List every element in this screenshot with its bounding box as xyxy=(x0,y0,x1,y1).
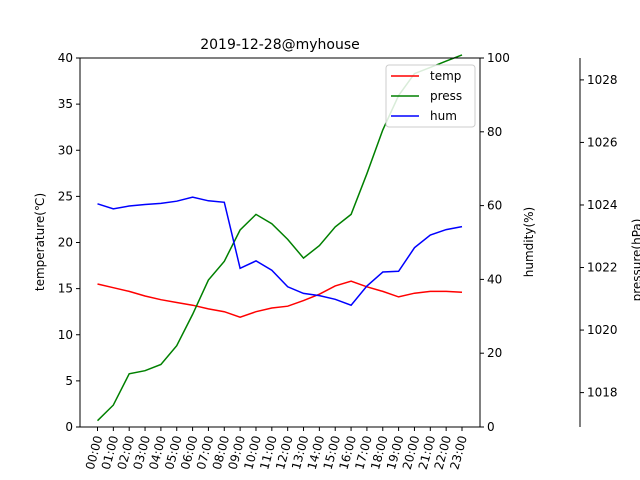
legend-label-press: press xyxy=(430,89,462,103)
y-tick-label-pressure: 1026 xyxy=(587,135,618,149)
y-tick-label-humidity: 0 xyxy=(487,420,495,434)
y-tick-label-pressure: 1024 xyxy=(587,198,618,212)
x-axis: 00:0001:0002:0003:0004:0005:0006:0007:00… xyxy=(83,427,470,471)
legend-box xyxy=(385,64,476,128)
legend-label-temp: temp xyxy=(430,69,461,83)
y-tick-label-pressure: 1028 xyxy=(587,73,618,87)
y-axis-label-humidity: humdity(%) xyxy=(522,207,536,277)
y-tick-label-temperature: 5 xyxy=(65,374,73,388)
y-tick-label-pressure: 1022 xyxy=(587,261,618,275)
legend-label-hum: hum xyxy=(430,109,457,123)
y-tick-label-temperature: 15 xyxy=(58,282,73,296)
y-tick-label-temperature: 40 xyxy=(58,51,73,65)
y-tick-label-temperature: 25 xyxy=(58,189,73,203)
y-tick-label-temperature: 35 xyxy=(58,97,73,111)
series-line-temp xyxy=(97,280,463,318)
left-axis: 0 5 10 15 20 25 30 35 40 xyxy=(58,51,80,434)
y-axis-label-pressure: pressure(hPa) xyxy=(630,219,640,302)
y-tick-label-temperature: 10 xyxy=(58,328,73,342)
chart-title: 2019-12-28@myhouse xyxy=(200,37,360,53)
y-tick-label-humidity: 80 xyxy=(487,125,502,139)
y-tick-label-humidity: 100 xyxy=(487,51,510,65)
right-axis-humidity: 0 20 40 60 80 100 xyxy=(480,51,510,434)
y-tick-label-temperature: 0 xyxy=(65,420,73,434)
y-axis-label-temperature: temperature(℃) xyxy=(33,193,47,291)
y-tick-label-humidity: 20 xyxy=(487,346,502,360)
plot-frame xyxy=(79,57,481,428)
y-tick-label-temperature: 20 xyxy=(58,236,73,250)
legend: temp press hum xyxy=(385,64,476,128)
y-tick-label-temperature: 30 xyxy=(58,143,73,157)
right-axis-pressure: 1018 1020 1022 1024 1026 1028 xyxy=(579,58,618,427)
y-tick-label-pressure: 1018 xyxy=(587,386,618,400)
y-tick-label-pressure: 1020 xyxy=(587,323,618,337)
series-line-hum xyxy=(97,196,463,307)
y-tick-label-humidity: 60 xyxy=(487,199,502,213)
y-tick-label-humidity: 40 xyxy=(487,272,502,286)
